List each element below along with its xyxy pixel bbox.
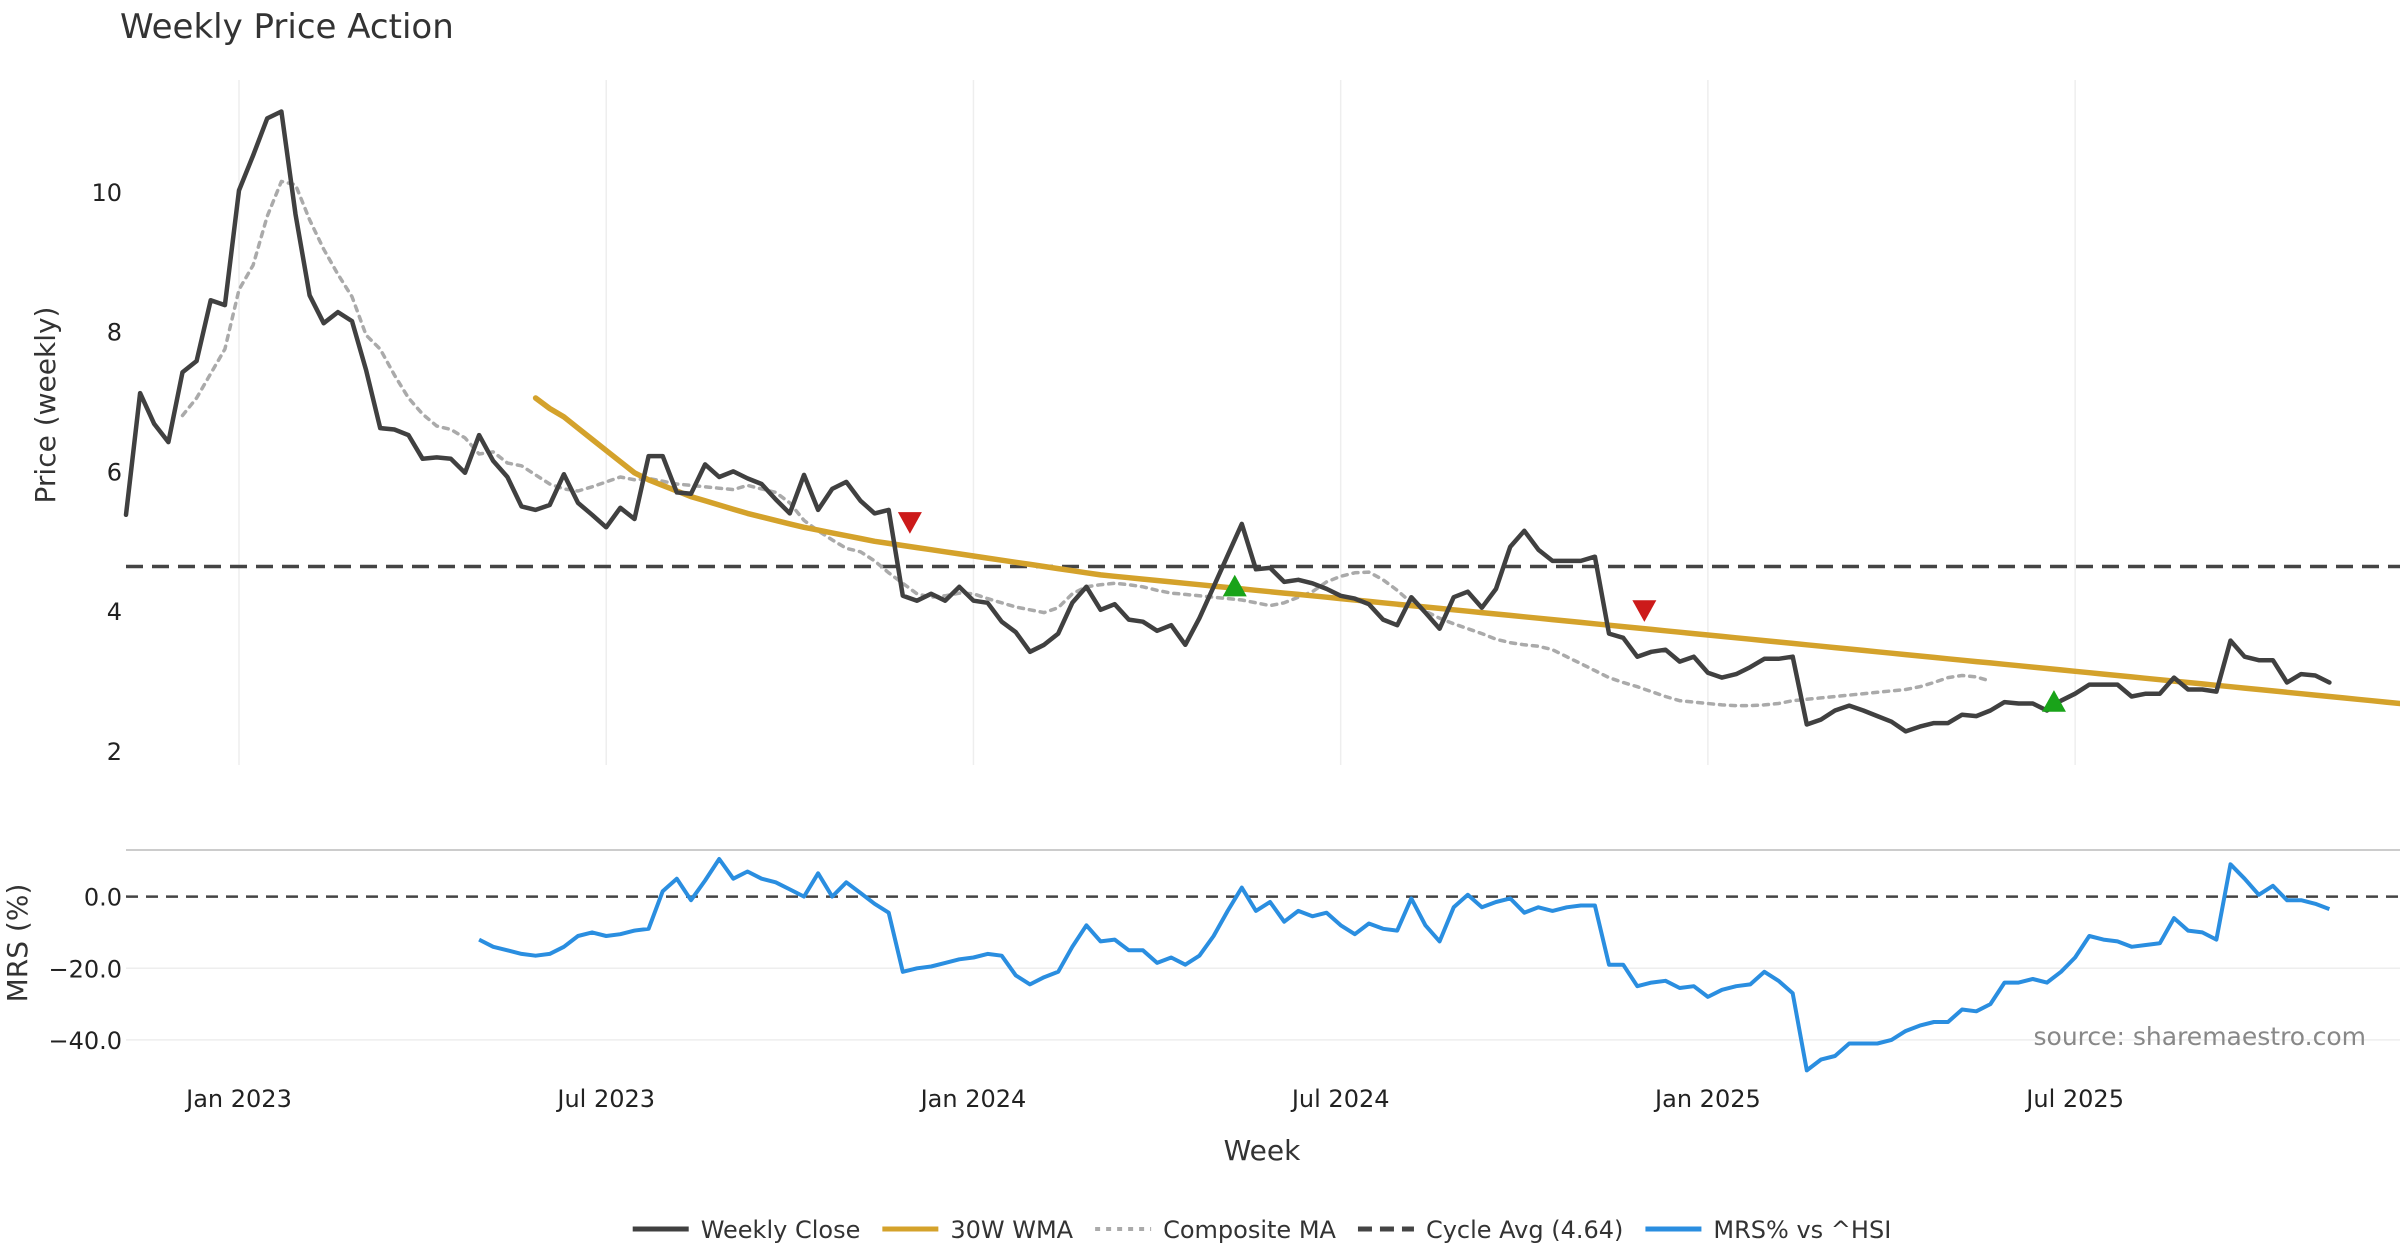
price-tick-label: 10 <box>91 179 122 207</box>
weekly-close-series <box>123 109 2332 734</box>
mrs-series <box>478 857 2331 1073</box>
sell-signal-marker <box>897 512 922 534</box>
composite-ma-series <box>180 179 1993 708</box>
sell-signal-marker <box>1632 600 1657 622</box>
buy-signal-marker <box>2041 690 2066 712</box>
mrs-tick-label: 0.0 <box>84 884 122 912</box>
x-tick-label: Jan 2024 <box>919 1085 1027 1113</box>
legend-label: Weekly Close <box>701 1216 861 1244</box>
legend-label: Composite MA <box>1163 1216 1336 1244</box>
x-tick-label: Jul 2025 <box>2024 1085 2124 1113</box>
legend: Weekly Close 30W WMA Composite MA Cycle Avg… <box>632 1216 1891 1244</box>
x-axis-ticks: Jan 2023 Jul 2023 Jan 2024 Jul 2024 Jan 2025… <box>184 1085 2124 1113</box>
legend-label: Cycle Avg (4.64) <box>1426 1216 1623 1244</box>
x-tick-label: Jan 2025 <box>1653 1085 1761 1113</box>
price-tick-label: 8 <box>107 319 122 347</box>
legend-label: MRS% vs ^HSI <box>1713 1216 1891 1244</box>
price-tick-label: 4 <box>107 598 122 626</box>
x-tick-label: Jan 2023 <box>184 1085 292 1113</box>
buy-signal-marker <box>1222 574 1247 597</box>
chart-title: Weekly Price Action <box>120 7 454 47</box>
x-tick-label: Jul 2023 <box>555 1085 655 1113</box>
mrs-y-ticks: 0.0 −20.0 −40.0 <box>48 884 122 1055</box>
signal-markers <box>897 512 2066 712</box>
price-axis-label: Price (weekly) <box>29 307 62 504</box>
gridlines <box>126 80 2400 1041</box>
x-tick-label: Jul 2024 <box>1290 1085 1390 1113</box>
price-tick-label: 6 <box>107 458 122 486</box>
price-y-ticks: 2 4 6 8 10 <box>91 179 122 766</box>
data-series <box>123 109 2400 1073</box>
price-tick-label: 2 <box>107 738 122 766</box>
mrs-tick-label: −20.0 <box>48 955 122 983</box>
x-axis-label: Week <box>1224 1134 1301 1167</box>
mrs-axis-label: MRS (%) <box>1 884 34 1003</box>
30w-wma-series <box>532 395 2400 707</box>
mrs-tick-label: −40.0 <box>48 1027 122 1055</box>
reference-lines <box>126 564 2400 898</box>
source-annotation: source: sharemaestro.com <box>2034 1022 2367 1051</box>
legend-label: 30W WMA <box>950 1216 1073 1244</box>
